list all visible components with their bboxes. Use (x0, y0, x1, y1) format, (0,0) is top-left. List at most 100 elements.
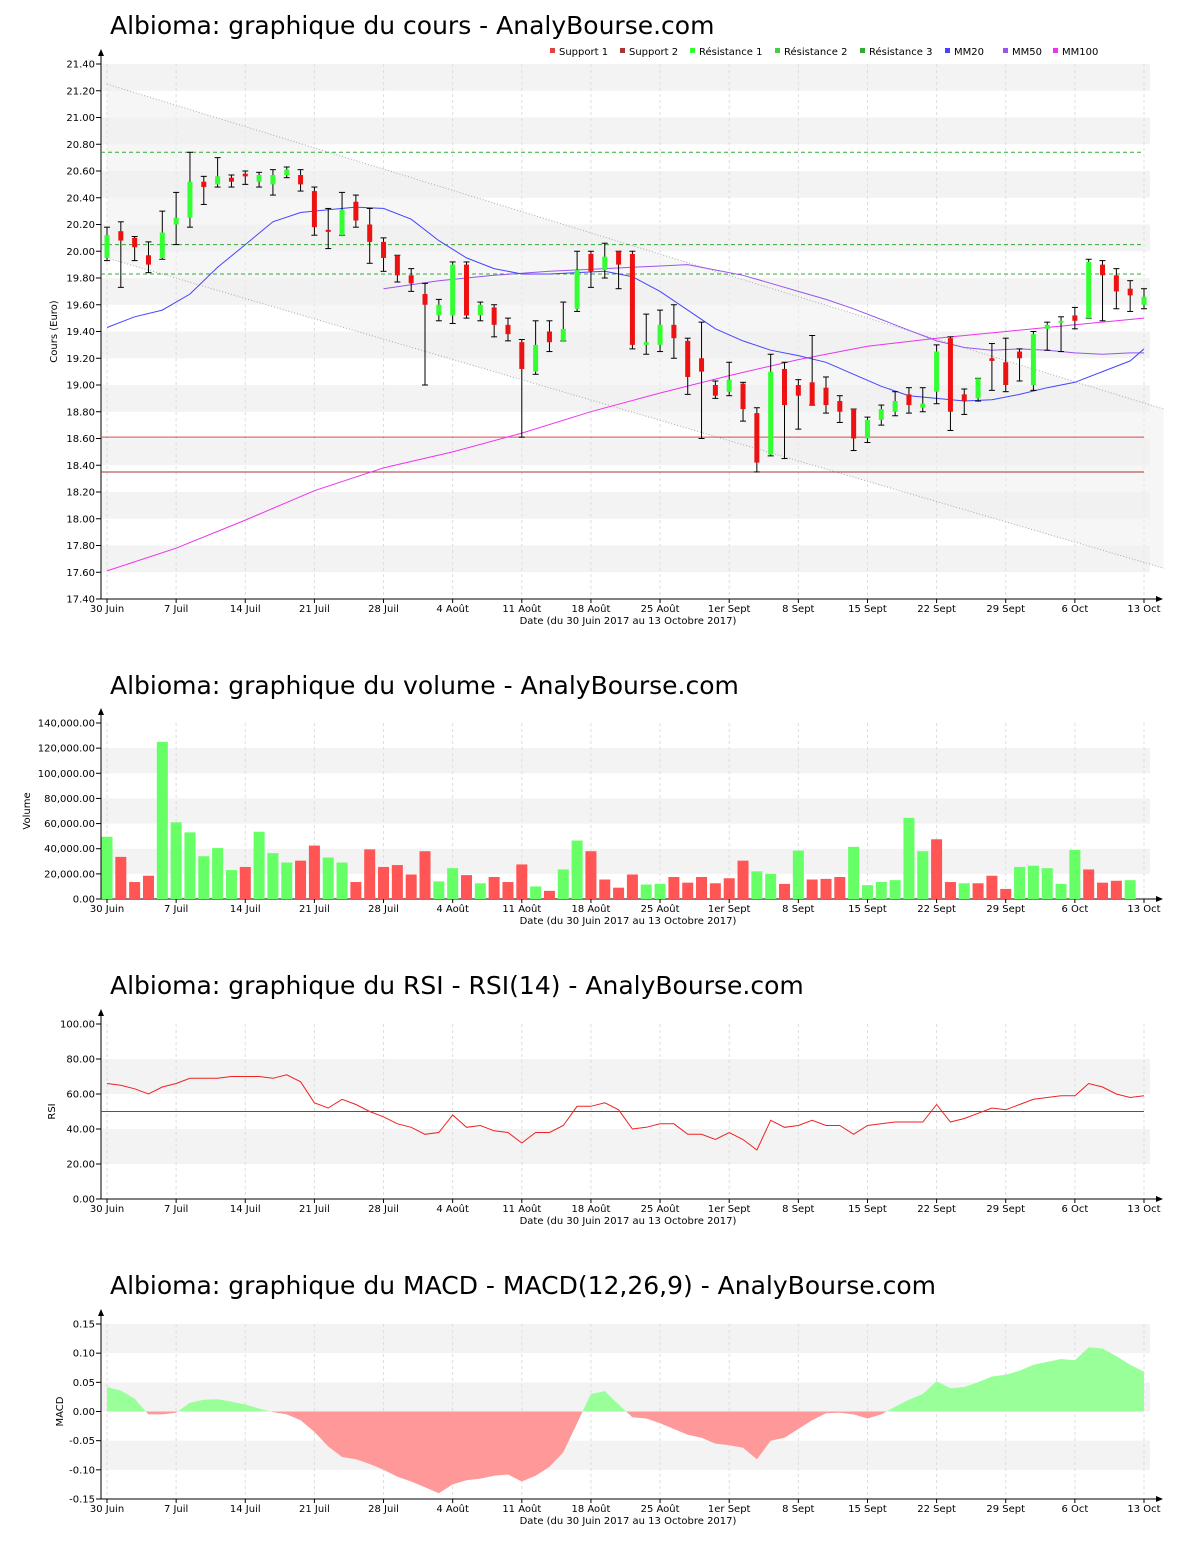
macd-area-negative (626, 1411, 887, 1460)
volume-bar-down (668, 877, 680, 899)
volume-bar-up (861, 885, 873, 899)
legend-entry: Résistance 3 (869, 46, 932, 58)
macd-x-axis-arrow (1156, 1496, 1163, 1502)
price-xtick-label: 18 Août (571, 603, 610, 615)
price-grid-band (101, 545, 1150, 573)
volume-bar-down (626, 874, 638, 899)
price-ytick-label: 19.00 (66, 381, 95, 392)
macd-xtick-label: 7 Juil (164, 1504, 188, 1515)
volume-bar-down (737, 860, 749, 899)
volume-xtick-label: 7 Juil (164, 904, 188, 915)
volume-x-axis-title: Date (du 30 Juin 2017 au 13 Octobre 2017… (520, 916, 737, 927)
volume-ytick-label: 20,000.00 (44, 869, 95, 880)
volume-bar-down (682, 882, 694, 899)
volume-ytick-label: 120,000.00 (38, 744, 95, 755)
volume-bar-down (723, 878, 735, 899)
volume-grid-band (101, 798, 1150, 824)
candle-body-down (422, 294, 428, 305)
candle-body-down (201, 181, 207, 188)
volume-x-axis-arrow (1156, 896, 1163, 902)
volume-bar-down (460, 875, 472, 899)
volume-bar-down (779, 883, 791, 899)
candle-body-down (1100, 264, 1106, 276)
candle-body-down (381, 241, 387, 258)
volume-bar-up (530, 886, 542, 899)
rsi-ytick-label: 40.00 (66, 1125, 95, 1136)
rsi-xtick-label: 29 Sept (986, 1204, 1025, 1215)
volume-bar-up (640, 884, 652, 899)
price-xtick-label: 8 Sept (782, 604, 814, 615)
macd-ytick-label: -0.15 (69, 1495, 95, 1506)
trend-channel-fill (107, 84, 1164, 569)
price-xtick-label: 25 Août (641, 603, 680, 615)
volume-bar-down (820, 878, 832, 899)
rsi-ytick-label: 80.00 (66, 1055, 95, 1066)
volume-bar-up (848, 846, 860, 899)
candle-body-up (450, 264, 456, 316)
volume-bar-up (281, 862, 293, 899)
macd-xtick-label: 13 Oct (1127, 1504, 1160, 1515)
volume-bar-down (931, 839, 943, 899)
legend-swatch (1003, 48, 1008, 53)
macd-area-positive (886, 1347, 1144, 1412)
legend-entry: Support 1 (559, 47, 608, 58)
price-y-axis-title: Cours (Euro) (49, 300, 60, 363)
price-ytick-label: 19.60 (66, 300, 95, 311)
price-x-axis-title: Date (du 30 Juin 2017 au 13 Octobre 2017… (520, 616, 737, 627)
candle-body-up (602, 256, 608, 270)
price-ytick-label: 18.80 (66, 407, 95, 418)
candle-body-down (1127, 288, 1133, 296)
price-ytick-label: 18.00 (66, 514, 95, 525)
price-ytick-label: 20.20 (66, 220, 95, 231)
legend-swatch (775, 48, 780, 53)
macd-chart-title: Albioma: graphique du MACD - MACD(12,26,… (110, 1271, 936, 1300)
candle-body-up (1086, 261, 1092, 319)
macd-xtick-label: 30 Juin (90, 1504, 124, 1515)
rsi-xtick-label: 13 Oct (1127, 1204, 1160, 1215)
rsi-chart-title: Albioma: graphique du RSI - RSI(14) - An… (110, 971, 804, 1000)
candle-body-down (906, 394, 912, 406)
candle-body-down (463, 264, 469, 316)
candle-body-up (256, 175, 262, 182)
candle-body-down (228, 177, 234, 182)
macd-panel: -0.15 -0.10 -0.05 0.00 0.05 0.10 0.15 30 Juin 7 … (55, 1309, 1163, 1527)
candle-body-up (159, 232, 165, 258)
macd-xtick-label: 4 Août (436, 1503, 469, 1515)
macd-y-axis-title: MACD (55, 1396, 66, 1426)
volume-chart-title: Albioma: graphique du volume - AnalyBour… (110, 671, 739, 700)
candle-body-down (353, 201, 359, 221)
rsi-xtick-label: 30 Juin (90, 1204, 124, 1215)
price-chart-title: Albioma: graphique du cours - AnalyBours… (110, 11, 714, 40)
price-xtick-label: 7 Juil (164, 604, 188, 615)
candle-body-down (311, 191, 317, 228)
candle-body-down (505, 324, 511, 335)
rsi-ytick-label: 0.00 (73, 1195, 95, 1206)
macd-xtick-label: 18 Août (571, 1503, 610, 1515)
macd-xtick-label: 22 Sept (917, 1504, 956, 1515)
volume-bar-up (170, 822, 182, 899)
price-panel: 17.40 17.60 17.80 18.00 18.20 18.40 18.60 18.80… (49, 46, 1164, 627)
volume-xtick-label: 4 Août (436, 903, 469, 915)
volume-xtick-label: 15 Sept (848, 904, 887, 915)
volume-bar-down (709, 883, 721, 899)
price-ytick-label: 17.80 (66, 541, 95, 552)
price-grid-band (101, 64, 1150, 91)
candle-body-up (643, 342, 649, 345)
volume-bar-up (903, 817, 915, 899)
macd-area-positive (582, 1391, 627, 1412)
candle-body-down (132, 237, 138, 248)
candle-body-up (1058, 320, 1064, 323)
volume-y-axis-title: Volume (22, 792, 33, 829)
volume-bar-up (889, 880, 901, 899)
trend-channel-lower-line (106, 257, 1164, 569)
price-ytick-label: 19.40 (66, 327, 95, 338)
macd-xtick-label: 15 Sept (848, 1504, 887, 1515)
price-ytick-label: 21.00 (66, 113, 95, 124)
rsi-xtick-label: 22 Sept (917, 1204, 956, 1215)
volume-bar-down (516, 864, 528, 899)
volume-bar-down (364, 849, 376, 899)
candle-body-down (588, 253, 594, 272)
candle-body-down (408, 275, 414, 284)
price-xtick-label: 28 Juil (368, 604, 399, 615)
rsi-panel: 0.00 20.00 40.00 60.00 80.00 100.00 30 Juin 7 J… (47, 1009, 1163, 1227)
